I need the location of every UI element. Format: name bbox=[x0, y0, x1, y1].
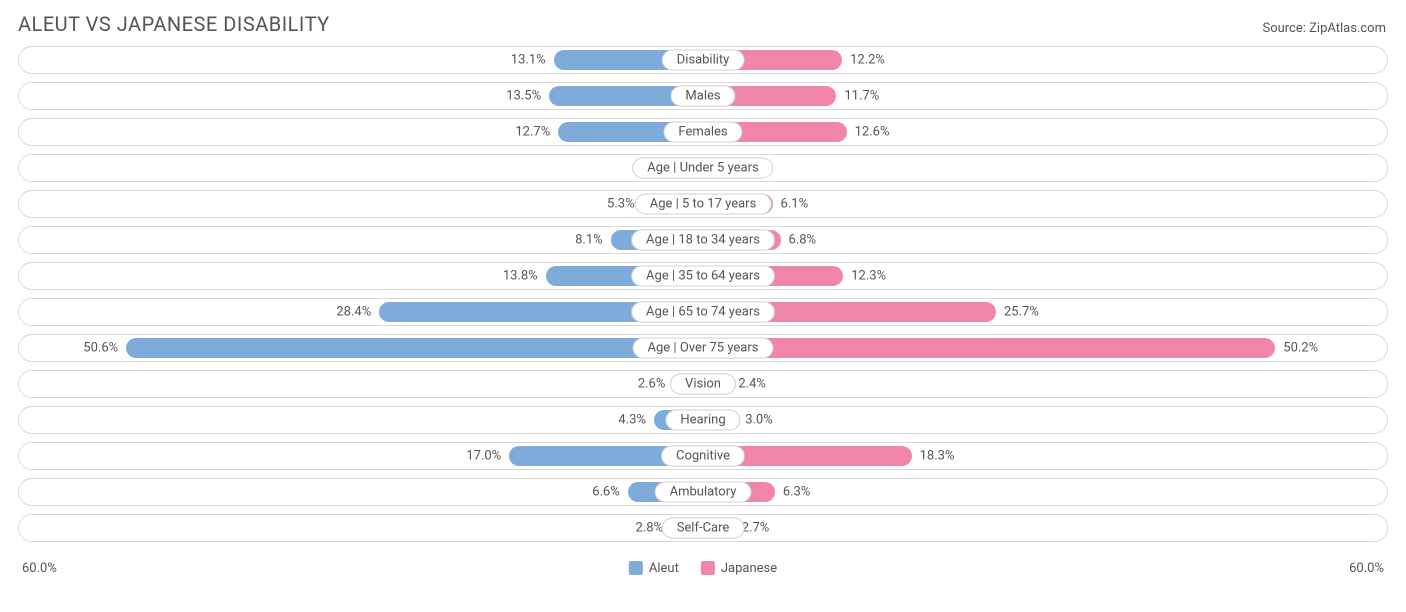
legend-swatch bbox=[701, 561, 715, 575]
value-label-right: 12.6% bbox=[855, 125, 890, 140]
category-label: Self-Care bbox=[662, 518, 745, 539]
value-label-left: 4.3% bbox=[618, 413, 646, 428]
chart-row: 2.8% 2.7%Self-Care bbox=[18, 514, 1388, 542]
value-label-right: 6.8% bbox=[789, 233, 817, 248]
value-label-left: 13.5% bbox=[506, 89, 541, 104]
value-label-left: 13.8% bbox=[503, 269, 538, 284]
value-label-left: 50.6% bbox=[83, 341, 118, 356]
value-label-right: 6.1% bbox=[781, 197, 809, 212]
category-label: Age | Under 5 years bbox=[632, 158, 773, 179]
value-label-right: 12.2% bbox=[850, 53, 885, 68]
chart-area: 13.1% 12.2% Disability 13.5% 11.7% Males 12.7%… bbox=[0, 42, 1406, 558]
value-label-right: 6.3% bbox=[783, 485, 811, 500]
chart-row: 6.6% 6.3% Ambulatory bbox=[18, 478, 1388, 506]
value-label-right: 25.7% bbox=[1004, 305, 1039, 320]
chart-row: 13.1% 12.2% Disability bbox=[18, 46, 1388, 74]
value-label-left: 13.1% bbox=[511, 53, 546, 68]
legend-label: Japanese bbox=[721, 561, 777, 576]
value-label-right: 50.2% bbox=[1283, 341, 1318, 356]
legend: Aleut Japanese bbox=[629, 561, 777, 576]
axis-max-right: 60.0% bbox=[1349, 561, 1384, 576]
value-label-left: 5.3% bbox=[607, 197, 635, 212]
value-label-right: 2.4% bbox=[738, 377, 766, 392]
chart-footer: 60.0% Aleut Japanese 60.0% bbox=[0, 558, 1406, 586]
chart-header: ALEUT VS JAPANESE DISABILITY Source: Zip… bbox=[0, 0, 1406, 42]
chart-row: 13.5% 11.7% Males bbox=[18, 82, 1388, 110]
axis-max-left: 60.0% bbox=[22, 561, 57, 576]
chart-title: ALEUT VS JAPANESE DISABILITY bbox=[18, 12, 330, 36]
category-label: Age | 18 to 34 years bbox=[631, 230, 775, 251]
category-label: Age | 5 to 17 years bbox=[635, 194, 772, 215]
chart-row: 2.6% 2.4%Vision bbox=[18, 370, 1388, 398]
category-label: Age | 65 to 74 years bbox=[631, 302, 775, 323]
category-label: Disability bbox=[662, 50, 745, 71]
category-label: Vision bbox=[670, 374, 736, 395]
category-label: Ambulatory bbox=[655, 482, 752, 503]
category-label: Males bbox=[670, 86, 735, 107]
chart-row: 4.3% 3.0% Hearing bbox=[18, 406, 1388, 434]
value-label-left: 2.6% bbox=[638, 377, 666, 392]
category-label: Females bbox=[663, 122, 742, 143]
chart-row: 13.8% 12.3% Age | 35 to 64 years bbox=[18, 262, 1388, 290]
value-label-left: 12.7% bbox=[515, 125, 550, 140]
chart-row: 5.3% 6.1% Age | 5 to 17 years bbox=[18, 190, 1388, 218]
value-label-right: 2.7% bbox=[742, 521, 770, 536]
chart-row: 17.0% 18.3% Cognitive bbox=[18, 442, 1388, 470]
legend-label: Aleut bbox=[649, 561, 679, 576]
category-label: Age | Over 75 years bbox=[633, 338, 774, 359]
legend-swatch bbox=[629, 561, 643, 575]
value-label-left: 6.6% bbox=[592, 485, 620, 500]
legend-item: Aleut bbox=[629, 561, 679, 576]
chart-row: 28.4% 25.7% Age | 65 to 74 years bbox=[18, 298, 1388, 326]
value-label-left: 2.8% bbox=[636, 521, 664, 536]
chart-row: 50.6% 50.2% Age | Over 75 years bbox=[18, 334, 1388, 362]
chart-source: Source: ZipAtlas.com bbox=[1262, 21, 1386, 36]
legend-item: Japanese bbox=[701, 561, 777, 576]
value-label-right: 3.0% bbox=[745, 413, 773, 428]
value-label-left: 17.0% bbox=[466, 449, 501, 464]
value-label-right: 11.7% bbox=[844, 89, 879, 104]
chart-row: 12.7% 12.6% Females bbox=[18, 118, 1388, 146]
category-label: Cognitive bbox=[661, 446, 745, 467]
value-label-right: 18.3% bbox=[920, 449, 955, 464]
value-label-left: 28.4% bbox=[336, 305, 371, 320]
bar-aleut bbox=[126, 338, 703, 358]
bar-japanese bbox=[703, 338, 1275, 358]
chart-row: 8.1% 6.8% Age | 18 to 34 years bbox=[18, 226, 1388, 254]
category-label: Age | 35 to 64 years bbox=[631, 266, 775, 287]
value-label-right: 12.3% bbox=[851, 269, 886, 284]
value-label-left: 8.1% bbox=[575, 233, 603, 248]
chart-row: 1.2%1.2%Age | Under 5 years bbox=[18, 154, 1388, 182]
category-label: Hearing bbox=[665, 410, 740, 431]
